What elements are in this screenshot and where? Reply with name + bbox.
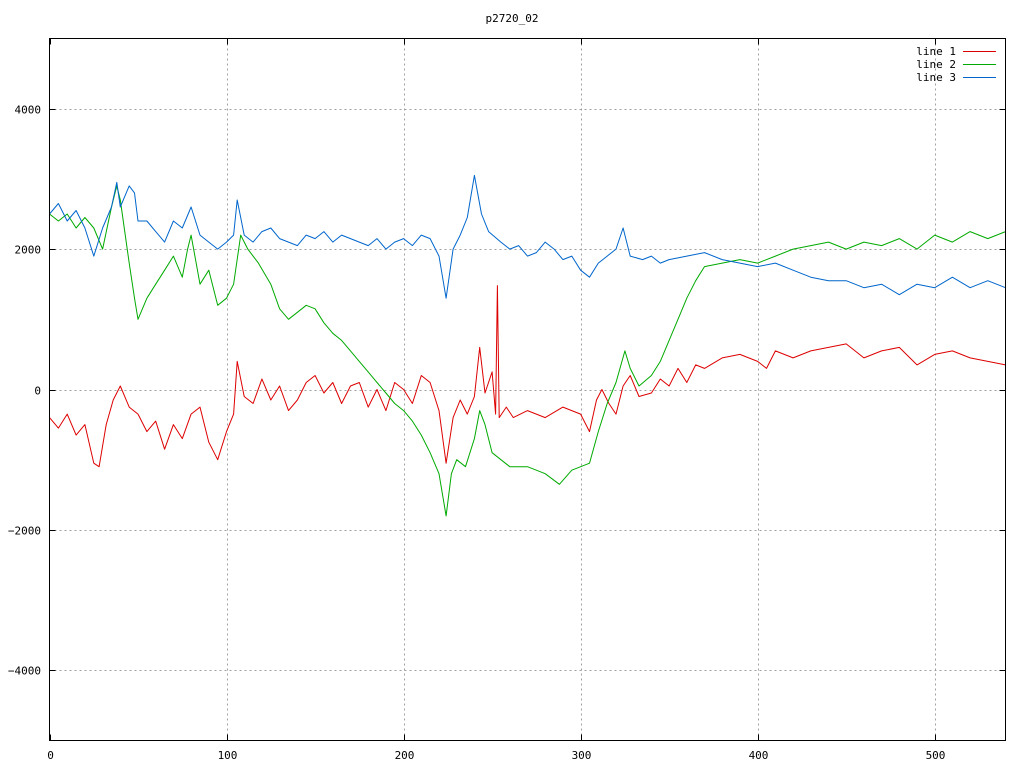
series-line-2 <box>49 185 1006 517</box>
x-tick-label: 500 <box>926 749 946 762</box>
legend-label: line 2 <box>916 58 956 71</box>
x-tick-label: 0 <box>47 749 54 762</box>
axis-ticks: 0 100 200 300 400 500 −4000 −2000 0 2000 4000 <box>8 38 1006 762</box>
y-tick-label: −4000 <box>8 665 41 678</box>
y-tick-label: 4000 <box>15 104 42 117</box>
series-line-3 <box>49 174 1006 299</box>
legend-label: line 3 <box>916 71 956 84</box>
x-tick-label: 400 <box>749 749 769 762</box>
series-line-1 <box>49 285 1006 468</box>
x-tick-label: 300 <box>572 749 592 762</box>
legend-label: line 1 <box>916 45 956 58</box>
series-group <box>49 174 1006 517</box>
grid <box>49 38 1006 741</box>
y-tick-label: 2000 <box>15 244 42 257</box>
chart-title: p2720_02 <box>486 12 539 25</box>
x-tick-label: 200 <box>395 749 415 762</box>
plot-frame <box>49 38 1006 741</box>
x-tick-label: 100 <box>218 749 238 762</box>
y-tick-label: 0 <box>34 385 41 398</box>
y-tick-label: −2000 <box>8 525 41 538</box>
